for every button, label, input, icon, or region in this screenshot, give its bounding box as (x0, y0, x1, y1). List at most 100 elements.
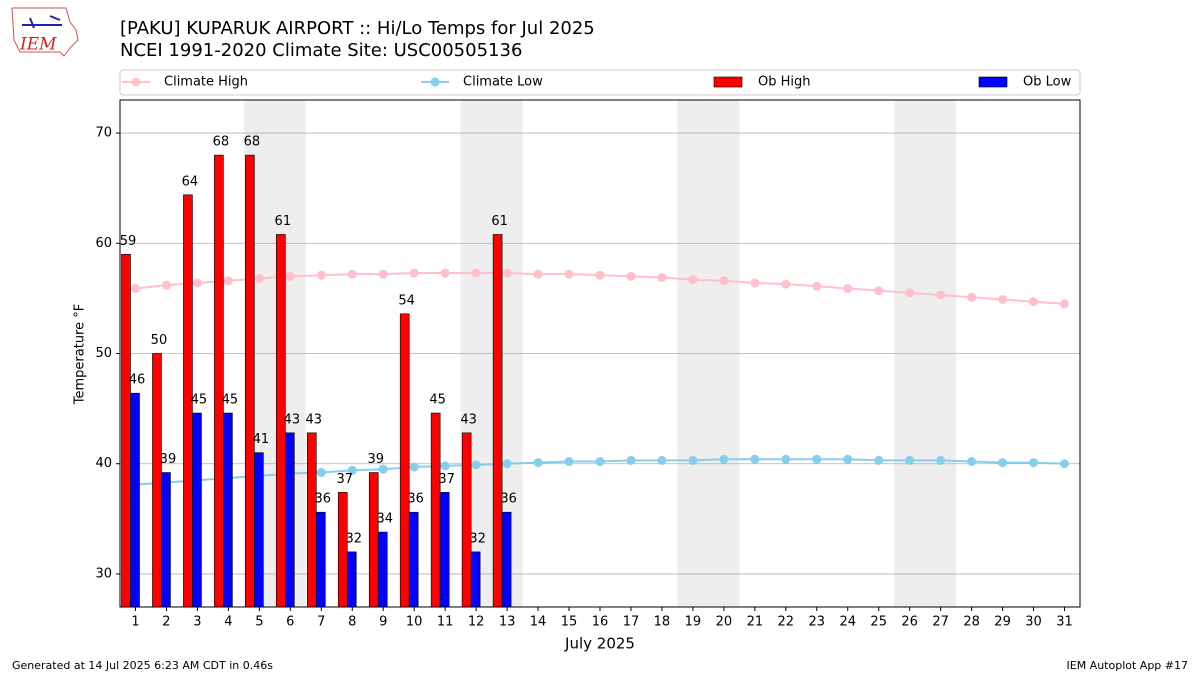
logo-text: IEM (19, 35, 57, 55)
bar (430, 412, 441, 608)
x-tick-label: 15 (561, 615, 578, 630)
bar (223, 412, 233, 608)
marker (316, 468, 326, 478)
x-tick-label: 31 (1056, 615, 1073, 630)
value-label: 43 (306, 412, 323, 427)
bar (399, 313, 410, 608)
x-tick-label: 12 (468, 615, 485, 630)
marker (347, 269, 357, 279)
bar (192, 412, 202, 608)
bar (492, 234, 503, 608)
bar (130, 392, 140, 608)
bar (368, 472, 379, 608)
marker (502, 268, 512, 278)
bar (377, 531, 388, 608)
marker (564, 457, 574, 467)
value-label: 39 (367, 452, 384, 467)
marker (533, 458, 543, 468)
marker (347, 465, 357, 475)
marker (1060, 459, 1070, 469)
bar (337, 492, 348, 608)
legend-swatch (978, 76, 1008, 88)
x-tick-label: 24 (839, 615, 856, 630)
x-tick-label: 17 (623, 615, 640, 630)
marker (409, 462, 419, 472)
value-label: 68 (213, 135, 230, 150)
logo: IEM (11, 7, 79, 57)
marker (719, 276, 729, 286)
y-tick-label: 70 (95, 126, 112, 141)
x-tick-label: 22 (778, 615, 795, 630)
bar (470, 551, 481, 608)
marker (378, 269, 388, 279)
footer-right: IEM Autoplot App #17 (1067, 659, 1189, 672)
x-tick-label: 29 (994, 615, 1011, 630)
bar (461, 432, 472, 608)
marker (998, 294, 1008, 304)
x-tick-label: 30 (1025, 615, 1042, 630)
marker (905, 455, 915, 465)
marker (719, 454, 729, 464)
bar (306, 432, 317, 608)
bar (439, 492, 450, 608)
y-tick-label: 30 (95, 566, 112, 581)
x-tick-label: 26 (901, 615, 918, 630)
marker (812, 454, 822, 464)
marker (1060, 299, 1070, 309)
marker (192, 278, 202, 288)
marker (967, 292, 977, 302)
marker (843, 283, 853, 293)
legend-label: Climate Low (463, 75, 543, 90)
footer-left: Generated at 14 Jul 2025 6:23 AM CDT in … (12, 659, 273, 672)
marker (750, 454, 760, 464)
marker (812, 281, 822, 291)
x-tick-label: 25 (870, 615, 887, 630)
value-label: 50 (151, 333, 168, 348)
x-tick-label: 21 (747, 615, 764, 630)
x-tick-label: 13 (499, 615, 516, 630)
marker (130, 283, 140, 293)
marker (1029, 297, 1039, 307)
marker (843, 454, 853, 464)
marker (905, 288, 915, 298)
bar (315, 511, 326, 608)
marker (378, 464, 388, 474)
marker (998, 458, 1008, 468)
marker (254, 274, 264, 284)
value-label: 45 (191, 393, 208, 408)
x-tick-label: 8 (348, 615, 356, 630)
marker (595, 270, 605, 280)
x-tick-label: 2 (162, 615, 170, 630)
x-tick-label: 6 (286, 615, 294, 630)
marker (781, 279, 791, 289)
value-label: 59 (120, 234, 137, 249)
y-tick-label: 50 (95, 346, 112, 361)
x-tick-label: 7 (317, 615, 325, 630)
value-label: 34 (376, 512, 393, 527)
marker (161, 280, 171, 290)
value-label: 61 (275, 214, 292, 229)
bar (501, 511, 512, 608)
x-tick-label: 27 (932, 615, 949, 630)
marker (781, 454, 791, 464)
marker (440, 461, 450, 471)
value-label: 36 (315, 492, 332, 507)
marker (316, 270, 326, 280)
marker (1029, 458, 1039, 468)
marker (502, 459, 512, 469)
value-label: 46 (129, 373, 146, 388)
legend-swatch (713, 76, 743, 88)
marker (471, 460, 481, 470)
x-tick-label: 11 (437, 615, 454, 630)
x-tick-label: 14 (530, 615, 547, 630)
value-label: 54 (398, 293, 415, 308)
marker (595, 457, 605, 467)
x-tick-label: 10 (406, 615, 423, 630)
legend-label: Climate High (164, 75, 248, 90)
value-label: 64 (182, 174, 199, 189)
legend-marker (430, 77, 440, 87)
value-label: 39 (160, 452, 177, 467)
x-tick-label: 23 (809, 615, 826, 630)
marker (471, 268, 481, 278)
